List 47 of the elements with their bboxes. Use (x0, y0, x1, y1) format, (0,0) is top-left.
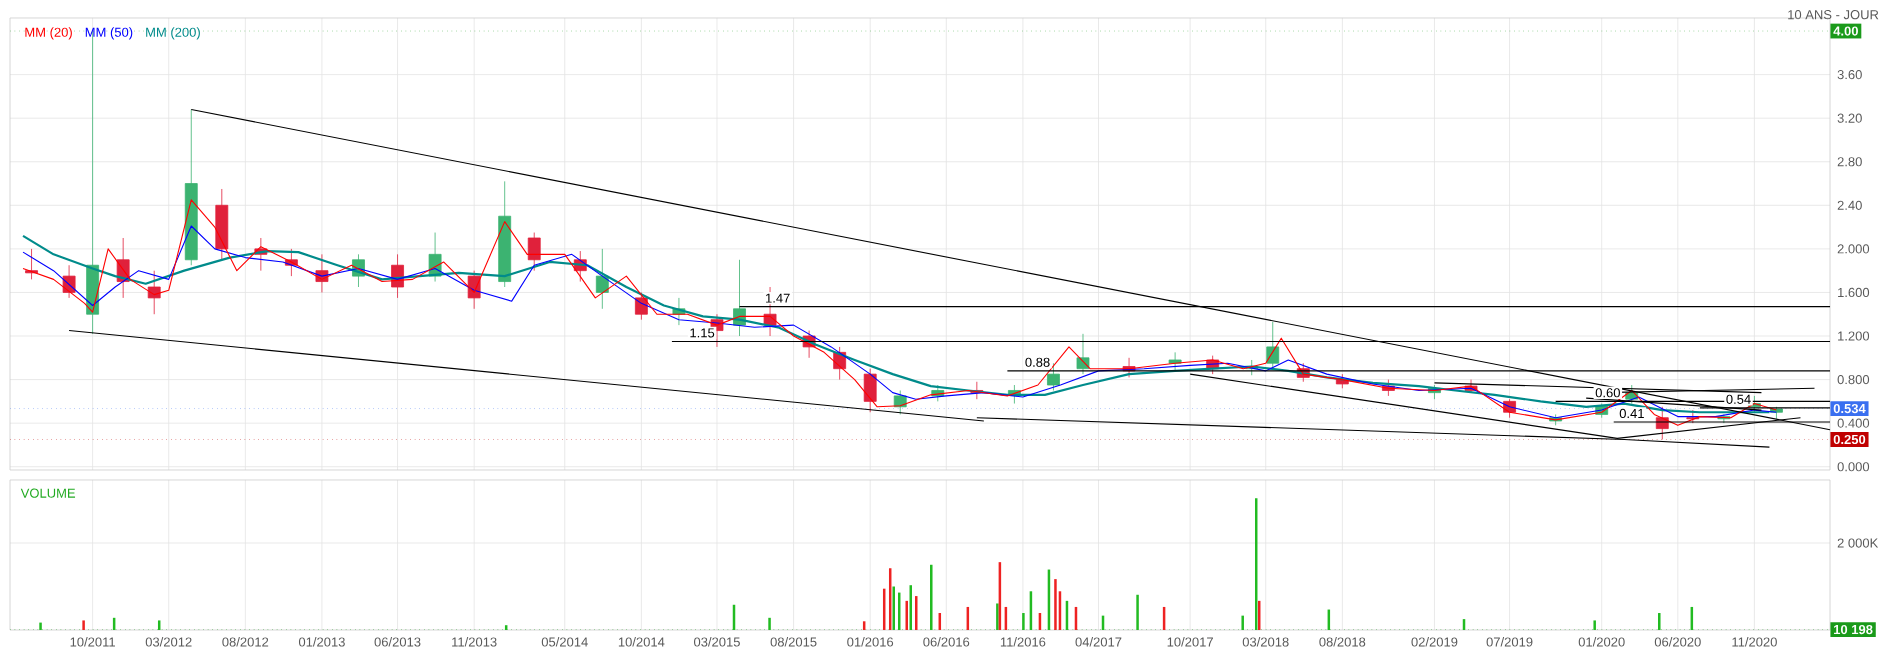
y-tick-label: 2.40 (1837, 200, 1862, 210)
y-tick-label: 0.000 (1837, 462, 1870, 472)
x-tick-label: 04/2017 (1075, 637, 1122, 647)
y-tick-label: 1.600 (1838, 287, 1870, 298)
chart-subtitle: 10 ANS - JOUR (1788, 10, 1879, 20)
x-tick-label: 01/2016 (847, 637, 894, 647)
annotation: 0.54 (1726, 394, 1751, 404)
y-tick-label: 2.80 (1837, 157, 1862, 167)
ref-line-label: 4.00 (1833, 26, 1858, 36)
x-tick-label: 07/2019 (1486, 637, 1533, 647)
y-tick-label: 0.800 (1837, 374, 1870, 385)
y-tick-label: 0.400 (1837, 418, 1870, 428)
x-tick-label: 08/2018 (1319, 637, 1366, 647)
x-tick-label: 03/2015 (693, 637, 740, 647)
y-tick-label: 2.000 (1837, 244, 1870, 254)
x-tick-label: 08/2012 (222, 637, 269, 647)
x-tick-label: 08/2015 (770, 637, 817, 647)
annotation: 0.88 (1025, 357, 1050, 367)
annotation: 1.15 (690, 328, 715, 338)
ref-line-label: 0.534 (1833, 403, 1866, 414)
y-tick-label: 2 000K (1837, 538, 1879, 548)
x-tick-label: 01/2013 (298, 637, 345, 647)
x-tick-label: 05/2014 (541, 637, 588, 647)
y-tick-label: 1.200 (1838, 331, 1870, 341)
x-tick-label: 11/2020 (1732, 637, 1777, 647)
y-tick-label: 3.20 (1837, 113, 1862, 123)
x-tick-label: 06/2013 (374, 637, 421, 647)
x-tick-label: 03/2012 (145, 637, 192, 647)
x-tick-label: 01/2020 (1578, 637, 1625, 647)
x-tick-label: 03/2018 (1242, 637, 1289, 647)
x-tick-label: 11/2013 (452, 637, 497, 647)
text: MM (50) (85, 27, 133, 40)
ref-line-label: 0.250 (1833, 434, 1866, 445)
ref-line-label: 10 198 (1834, 624, 1873, 635)
x-tick-label: 10/2017 (1167, 637, 1213, 647)
annotation: 0.41 (1619, 408, 1644, 419)
x-tick-label: 06/2016 (923, 637, 970, 647)
text: MM (20) (25, 27, 72, 40)
annotation: 1.47 (766, 293, 790, 303)
x-tick-label: 11/2016 (1000, 637, 1046, 647)
text: VOLUME (20, 488, 76, 498)
x-tick-label: 10/2011 (70, 637, 115, 647)
x-tick-label: 06/2020 (1654, 637, 1701, 647)
text: MM (200) (146, 27, 200, 40)
y-tick-label: 3.60 (1837, 70, 1862, 80)
x-tick-label: 02/2019 (1411, 637, 1458, 647)
x-tick-label: 10/2014 (618, 637, 665, 647)
